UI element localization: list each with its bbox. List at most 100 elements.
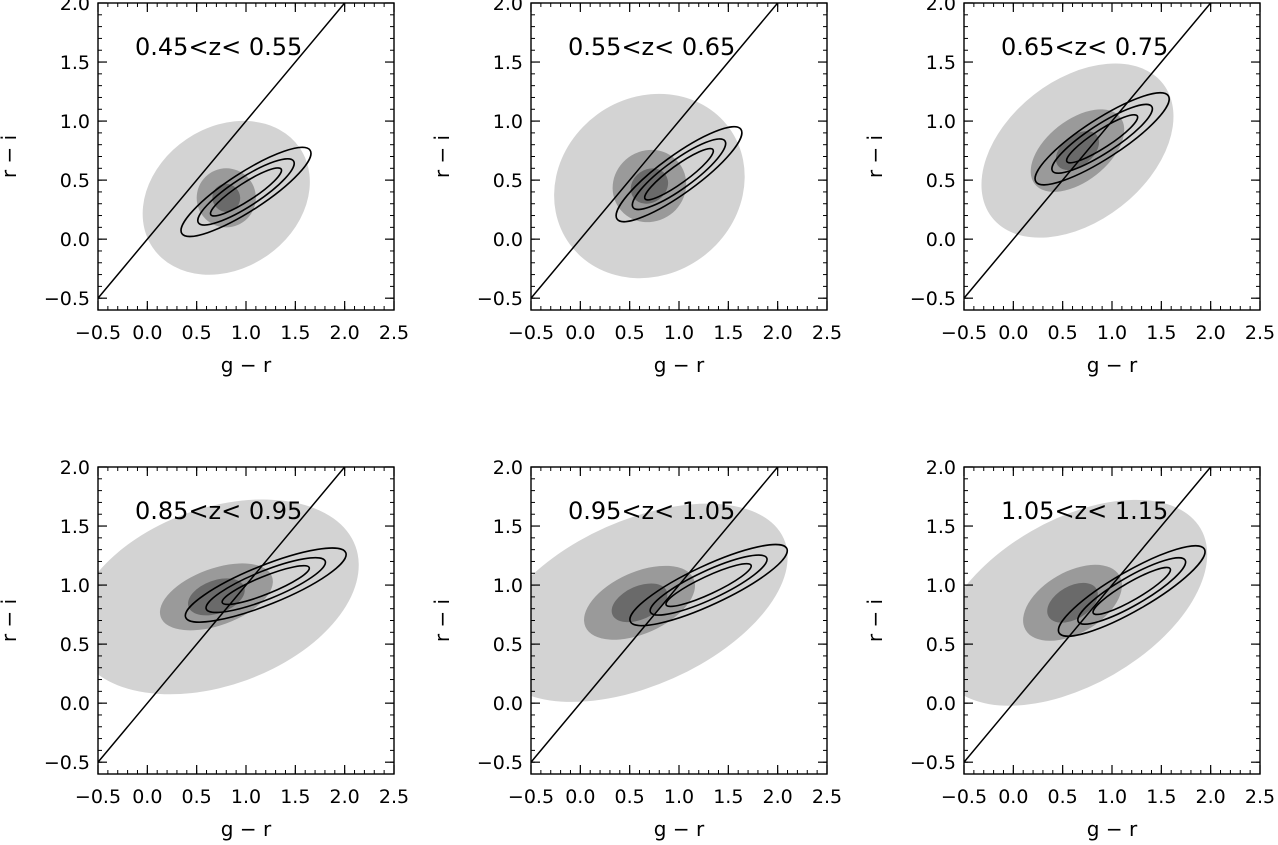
plot-area bbox=[964, 3, 1212, 300]
x-tick-label: 0.0 bbox=[565, 786, 595, 808]
contour-line-2 bbox=[1077, 556, 1187, 625]
x-tick-label: 2.5 bbox=[379, 786, 409, 808]
y-tick-label: 0.0 bbox=[60, 693, 90, 715]
contour-line-1 bbox=[184, 547, 347, 623]
panel-title: 1.05<z< 1.15 bbox=[1001, 497, 1168, 525]
x-tick-label: 0.0 bbox=[132, 322, 162, 344]
y-tick-label: 2.0 bbox=[60, 457, 90, 479]
y-tick-label: 1.0 bbox=[60, 111, 90, 133]
plot-area bbox=[531, 467, 789, 764]
y-tick-label: 0.5 bbox=[926, 170, 956, 192]
x-tick-label: −0.5 bbox=[75, 786, 121, 808]
x-tick-label: 0.0 bbox=[132, 786, 162, 808]
x-tick-label: 2.5 bbox=[379, 322, 409, 344]
contour-line-3 bbox=[221, 564, 311, 606]
y-tick-label: 1.5 bbox=[493, 52, 523, 74]
panel-6: −0.5 0.0 0.5 1.0 1.5 2.0 2.5 −0.5 0.0 0.5 1.0 1.5 2.… bbox=[863, 457, 1275, 841]
contour-line-3 bbox=[643, 147, 715, 201]
y-tick-label: 2.0 bbox=[493, 457, 523, 479]
x-tick-label: 2.0 bbox=[330, 322, 360, 344]
y-axis-label: r − i bbox=[430, 135, 454, 178]
y-tick-label: −0.5 bbox=[477, 752, 523, 774]
x-tick-label: −0.5 bbox=[941, 786, 987, 808]
x-tick-label: 2.5 bbox=[812, 786, 842, 808]
x-tick-label: 1.5 bbox=[280, 786, 310, 808]
x-tick-label: 2.0 bbox=[763, 322, 793, 344]
panel-2: −0.5 0.0 0.5 1.0 1.5 2.0 2.5 −0.5 0.0 0.5 1.0 1.5 2.… bbox=[430, 0, 842, 377]
x-axis-label: g − r bbox=[221, 817, 272, 841]
y-tick-label: 1.0 bbox=[60, 575, 90, 597]
x-tick-label: −0.5 bbox=[75, 322, 121, 344]
contour-line-1 bbox=[1034, 91, 1170, 186]
contour-line-2 bbox=[649, 554, 768, 616]
x-axis-label: g − r bbox=[654, 817, 705, 841]
y-tick-label: 1.0 bbox=[493, 111, 523, 133]
y-tick-label: 1.5 bbox=[926, 516, 956, 538]
contour-line-3 bbox=[1065, 113, 1139, 164]
x-axis-label: g − r bbox=[1087, 817, 1138, 841]
panel-3: −0.5 0.0 0.5 1.0 1.5 2.0 2.5 −0.5 0.0 0.5 1.0 1.5 2.… bbox=[863, 0, 1275, 377]
contour-line-2 bbox=[205, 556, 327, 614]
y-tick-label: 1.0 bbox=[493, 575, 523, 597]
x-tick-label: 0.0 bbox=[998, 786, 1028, 808]
x-axis-label: g − r bbox=[1087, 353, 1138, 377]
y-tick-label: 1.5 bbox=[926, 52, 956, 74]
x-tick-label: 1.0 bbox=[1097, 786, 1127, 808]
y-tick-label: 0.0 bbox=[926, 229, 956, 251]
contour-line-2 bbox=[196, 158, 296, 226]
x-tick-label: 2.0 bbox=[330, 786, 360, 808]
x-tick-label: 1.0 bbox=[1097, 322, 1127, 344]
diagonal-line bbox=[531, 467, 779, 764]
x-axis-label: g − r bbox=[654, 353, 705, 377]
y-tick-label: 0.0 bbox=[493, 693, 523, 715]
x-tick-label: 1.0 bbox=[664, 322, 694, 344]
y-tick-label: 0.5 bbox=[60, 170, 90, 192]
plot-area bbox=[98, 3, 346, 300]
contour-line-1 bbox=[180, 146, 312, 238]
y-tick-label: 2.0 bbox=[926, 457, 956, 479]
y-tick-label: 1.5 bbox=[60, 52, 90, 74]
x-tick-label: 0.5 bbox=[182, 786, 212, 808]
contour-line-3 bbox=[665, 562, 753, 608]
x-tick-label: 1.0 bbox=[231, 322, 261, 344]
contour-line-1 bbox=[615, 125, 743, 223]
y-tick-label: −0.5 bbox=[910, 288, 956, 310]
x-tick-label: 2.5 bbox=[1245, 322, 1275, 344]
x-tick-label: 2.0 bbox=[763, 786, 793, 808]
y-axis-label: r − i bbox=[430, 599, 454, 642]
x-tick-label: 1.5 bbox=[280, 322, 310, 344]
y-tick-label: 1.5 bbox=[60, 516, 90, 538]
x-tick-label: 2.5 bbox=[1245, 786, 1275, 808]
diagonal-line bbox=[531, 3, 779, 300]
x-tick-label: 0.5 bbox=[1048, 322, 1078, 344]
contour-line-2 bbox=[631, 138, 727, 211]
diagonal-line bbox=[98, 3, 346, 300]
x-tick-label: −0.5 bbox=[508, 322, 554, 344]
panel-title: 0.55<z< 0.65 bbox=[568, 33, 735, 61]
x-tick-label: 1.5 bbox=[713, 322, 743, 344]
x-tick-label: 1.5 bbox=[1146, 322, 1176, 344]
y-tick-label: 0.0 bbox=[926, 693, 956, 715]
panel-title: 0.65<z< 0.75 bbox=[1001, 33, 1168, 61]
y-tick-label: 0.5 bbox=[60, 634, 90, 656]
contour-line-2 bbox=[1051, 103, 1154, 174]
x-tick-label: 1.0 bbox=[664, 786, 694, 808]
y-tick-label: −0.5 bbox=[910, 752, 956, 774]
x-tick-label: 0.0 bbox=[565, 322, 595, 344]
y-tick-label: 0.5 bbox=[493, 170, 523, 192]
density-fill-dark bbox=[1047, 582, 1098, 623]
y-axis-label: r − i bbox=[0, 599, 21, 642]
density-fill-dark bbox=[188, 578, 245, 616]
diagonal-line bbox=[964, 3, 1212, 300]
panel-title: 0.95<z< 1.05 bbox=[568, 497, 735, 525]
panel-title: 0.45<z< 0.55 bbox=[135, 33, 302, 61]
y-tick-label: 1.0 bbox=[926, 111, 956, 133]
plot-area bbox=[531, 3, 779, 300]
x-tick-label: 2.5 bbox=[812, 322, 842, 344]
x-tick-label: 1.0 bbox=[231, 786, 261, 808]
x-axis-label: g − r bbox=[221, 353, 272, 377]
y-tick-label: −0.5 bbox=[44, 288, 90, 310]
y-tick-label: 2.0 bbox=[60, 0, 90, 15]
plot-area bbox=[98, 467, 359, 764]
